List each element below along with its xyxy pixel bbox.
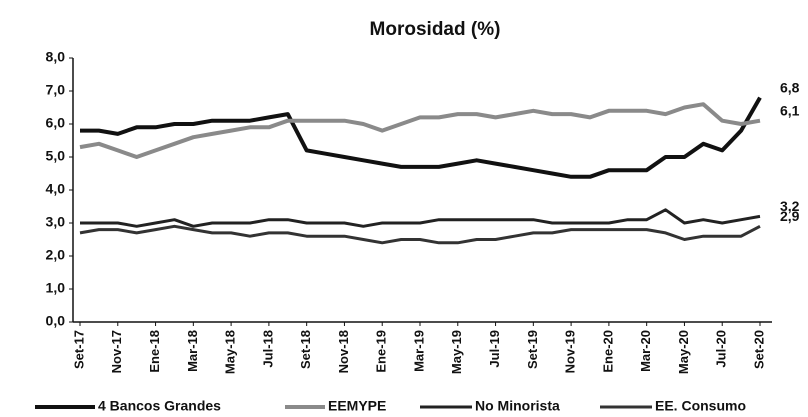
x-tick-label: Jul-19	[487, 330, 502, 368]
y-tick-label: 6,0	[46, 115, 66, 131]
x-tick-label: Nov-19	[563, 330, 578, 373]
x-tick-label: May-19	[449, 330, 464, 374]
legend-label: EE. Consumo	[655, 398, 746, 414]
x-tick-label: Set-18	[298, 330, 313, 369]
y-tick-label: 5,0	[46, 148, 66, 164]
x-tick-label: Mar-19	[411, 330, 426, 372]
x-tick-label: May-20	[676, 330, 691, 374]
legend-label: No Minorista	[475, 398, 560, 414]
x-tick-label: Ene-19	[374, 330, 389, 373]
x-tick-label: Set-20	[751, 330, 766, 369]
series-line	[79, 102, 761, 159]
y-tick-label: 1,0	[46, 280, 66, 296]
y-tick-label: 8,0	[46, 49, 66, 65]
x-tick-label: Nov-18	[336, 330, 351, 373]
y-tick-label: 0,0	[46, 313, 66, 329]
chart-title: Morosidad (%)	[370, 19, 501, 40]
legend-label: EEMYPE	[328, 398, 386, 414]
x-tick-label: May-18	[223, 330, 238, 374]
end-label: 6,1	[780, 102, 800, 118]
y-tick-label: 4,0	[46, 181, 66, 197]
end-label: 3,2	[780, 198, 800, 214]
series-line	[80, 96, 762, 179]
y-tick-label: 2,0	[46, 247, 66, 263]
x-tick-label: Mar-18	[185, 330, 200, 372]
legend-label: 4 Bancos Grandes	[98, 398, 221, 414]
x-tick-label: Ene-20	[600, 330, 615, 373]
x-tick-label: Mar-20	[638, 330, 653, 372]
end-label: 2,9	[780, 208, 800, 224]
x-tick-label: Jul-18	[260, 330, 275, 368]
y-tick-label: 7,0	[46, 82, 66, 98]
x-tick-label: Nov-17	[109, 330, 124, 373]
x-tick-label: Jul-20	[714, 330, 729, 368]
end-label: 6,8	[780, 79, 800, 95]
x-tick-label: Set-17	[71, 330, 86, 369]
series-line	[79, 224, 761, 245]
x-tick-label: Set-19	[525, 330, 540, 369]
x-tick-label: Ene-18	[147, 330, 162, 373]
y-tick-label: 3,0	[46, 214, 66, 230]
series-line	[80, 208, 761, 228]
